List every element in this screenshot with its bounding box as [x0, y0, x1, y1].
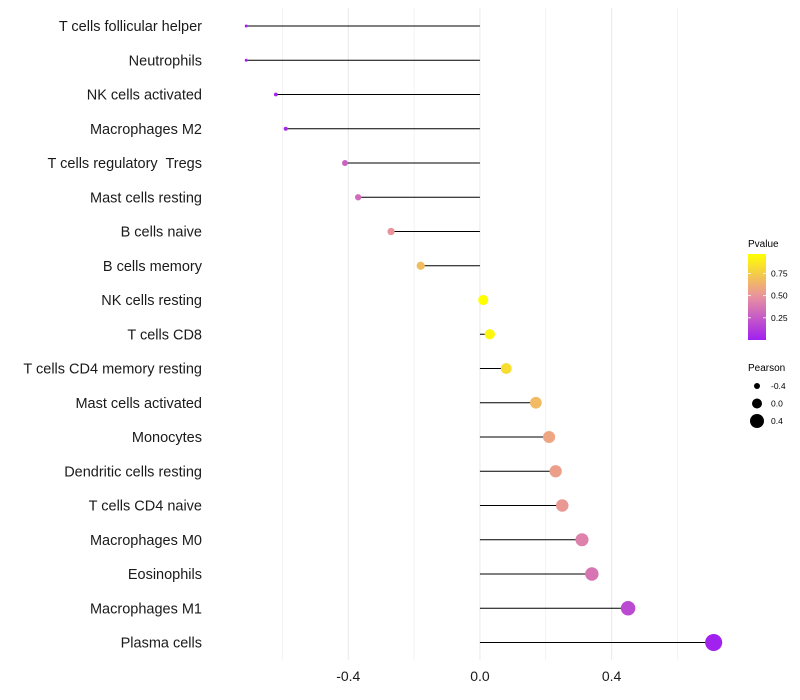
category-label: Monocytes	[132, 430, 202, 446]
pearson-legend-label: 0.0	[771, 399, 783, 409]
category-label: Macrophages M0	[90, 533, 202, 549]
lollipop-point	[500, 363, 512, 374]
pearson-legend-title: Pearson	[748, 363, 785, 374]
lollipop-point	[244, 58, 248, 62]
x-tick-label: -0.4	[336, 668, 360, 684]
lollipop-point	[620, 601, 636, 616]
lollipop-point	[549, 465, 562, 478]
category-label: Macrophages M1	[90, 601, 202, 617]
lollipop-point	[273, 92, 278, 97]
lollipop-point	[705, 633, 723, 652]
lollipop-point	[244, 24, 248, 28]
category-label: Eosinophils	[128, 567, 202, 583]
x-axis-tick-labels: -0.4 0.0 0.4	[336, 668, 621, 684]
colorbar-tick-label: 0.75	[771, 269, 788, 279]
category-label: Mast cells resting	[90, 190, 202, 206]
category-axis-labels: T cells follicular helper Neutrophils NK c…	[23, 19, 202, 652]
category-label: Mast cells activated	[75, 396, 202, 412]
lollipop-stems	[246, 25, 714, 643]
pearson-legend-label: -0.4	[771, 381, 786, 391]
x-tick-label: 0.4	[602, 668, 622, 684]
lollipop-point	[530, 396, 542, 409]
pearson-legend: Pearson -0.4 0.0 0.4	[748, 363, 786, 428]
pearson-legend-key	[750, 414, 764, 428]
pearson-legend-label: 0.4	[771, 416, 783, 426]
lollipop-point	[283, 126, 288, 131]
colorbar-tick-label: 0.50	[771, 291, 788, 301]
pearson-legend-key	[752, 398, 762, 409]
category-label: T cells regulatory Tregs	[48, 156, 202, 172]
lollipop-point	[387, 227, 395, 236]
category-label: T cells CD4 naive	[89, 499, 202, 515]
pvalue-legend-ticks: 0.25 0.50 0.75	[748, 269, 788, 323]
lollipop-point	[484, 329, 495, 340]
x-tick-label: 0.0	[470, 668, 490, 684]
category-label: Dendritic cells resting	[64, 464, 202, 480]
pearson-legend-key	[754, 383, 760, 389]
category-label: Macrophages M2	[90, 122, 202, 138]
category-label: Plasma cells	[121, 636, 202, 652]
category-label: T cells CD4 memory resting	[23, 362, 202, 378]
pvalue-legend-title: Pvalue	[748, 239, 779, 250]
category-label: B cells memory	[103, 259, 203, 275]
pearson-legend-keys: -0.4 0.0 0.4	[750, 381, 786, 428]
pvalue-colorbar	[748, 254, 766, 340]
lollipop-point	[416, 261, 425, 270]
pvalue-legend: Pvalue 0.25 0.50 0.75	[748, 239, 788, 340]
colorbar-tick-label: 0.25	[771, 313, 788, 323]
lollipop-point	[585, 567, 599, 581]
category-label: B cells naive	[121, 225, 202, 241]
lollipop-point	[342, 160, 348, 166]
lollipop-points	[244, 24, 723, 652]
category-label: Neutrophils	[129, 53, 202, 69]
lollipop-point	[555, 499, 569, 512]
lollipop-point	[478, 294, 489, 306]
category-label: NK cells resting	[101, 293, 202, 309]
category-label: T cells CD8	[127, 327, 202, 343]
category-label: T cells follicular helper	[59, 19, 202, 35]
lollipop-point	[354, 194, 362, 201]
lollipop-point	[575, 533, 589, 547]
lollipop-point	[543, 430, 556, 444]
category-label: NK cells activated	[87, 88, 202, 104]
